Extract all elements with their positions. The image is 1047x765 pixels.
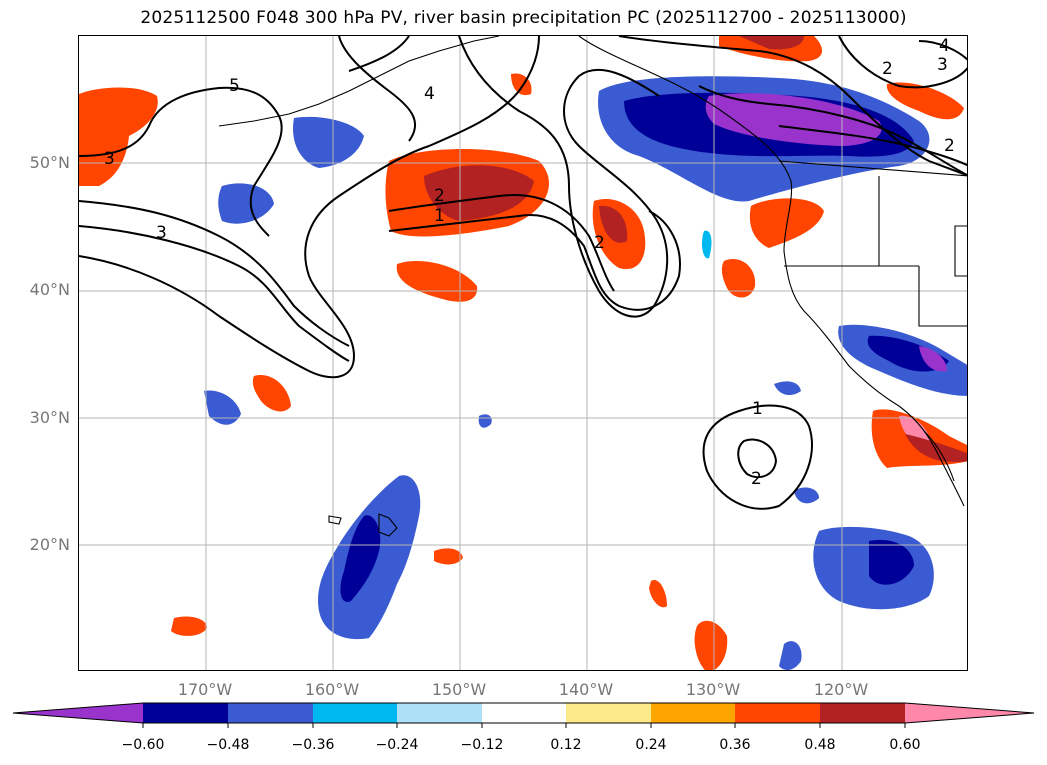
lon-label-170w: 170°W: [177, 680, 233, 699]
lon-label-130w: 130°W: [685, 680, 741, 699]
map-canvas: 5 4 3 3 2 1 2 2 3 4 2 1 2: [79, 36, 967, 670]
colorbar-tick-label: 0.36: [719, 737, 751, 753]
graticule: [79, 36, 967, 670]
precip-negative-patches: [204, 76, 967, 670]
contour-label: 4: [424, 84, 435, 104]
colorbar-segment: [143, 703, 228, 723]
contour-label: 3: [104, 149, 115, 169]
colorbar-tick-label: −0.36: [291, 737, 335, 753]
lat-label-30n: 30°N: [29, 408, 70, 427]
map-panel: 5 4 3 3 2 1 2 2 3 4 2 1 2: [78, 35, 968, 671]
colorbar-tick-label: −0.60: [121, 737, 165, 753]
lon-label-120w: 120°W: [813, 680, 869, 699]
contour-label: 5: [229, 76, 240, 96]
colorbar-segment: [566, 703, 651, 723]
colorbar-tick-label: −0.12: [460, 737, 504, 753]
contour-label: 4: [939, 36, 950, 56]
contour-labels: 5 4 3 3 2 1 2 2 3 4 2 1 2: [104, 36, 955, 489]
colorbar-segment: [397, 703, 482, 723]
colorbar-tick-label: 0.24: [635, 737, 667, 753]
lon-label-150w: 150°W: [431, 680, 487, 699]
contour-label: 2: [882, 59, 893, 79]
coastlines: [218, 36, 967, 537]
contour-label: 3: [937, 55, 948, 75]
precip-positive-patches: [79, 36, 967, 670]
colorbar-tick-label: 0.60: [889, 737, 921, 753]
lat-label-40n: 40°N: [29, 280, 70, 299]
lon-label-160w: 160°W: [304, 680, 360, 699]
contour-label: 2: [434, 186, 445, 206]
lat-label-50n: 50°N: [29, 153, 70, 172]
lat-label-20n: 20°N: [29, 535, 70, 554]
colorbar-segment: [13, 703, 143, 723]
colorbar-tick-label: 0.12: [550, 737, 582, 753]
colorbar-segment: [482, 703, 566, 723]
contour-label: 2: [594, 233, 605, 253]
colorbar-tick-label: 0.48: [804, 737, 836, 753]
pv-contours: [79, 36, 967, 510]
lon-label-140w: 140°W: [558, 680, 614, 699]
contour-label: 3: [156, 223, 167, 243]
colorbar-segment: [228, 703, 313, 723]
colorbar-segment: [651, 703, 735, 723]
colorbar-segment: [905, 703, 1034, 723]
contour-label: 2: [751, 469, 762, 489]
contour-label: 1: [752, 399, 763, 419]
colorbar-tick-label: −0.24: [375, 737, 419, 753]
colorbar-segment: [313, 703, 397, 723]
contour-label: 1: [434, 206, 445, 226]
colorbar-ticks: [142, 723, 906, 728]
contour-label: 2: [944, 136, 955, 156]
colorbar-segment: [820, 703, 905, 723]
colorbar: [12, 702, 1035, 728]
colorbar-segment: [735, 703, 820, 723]
map-title: 2025112500 F048 300 hPa PV, river basin …: [140, 8, 907, 28]
colorbar-tick-label: −0.48: [206, 737, 250, 753]
